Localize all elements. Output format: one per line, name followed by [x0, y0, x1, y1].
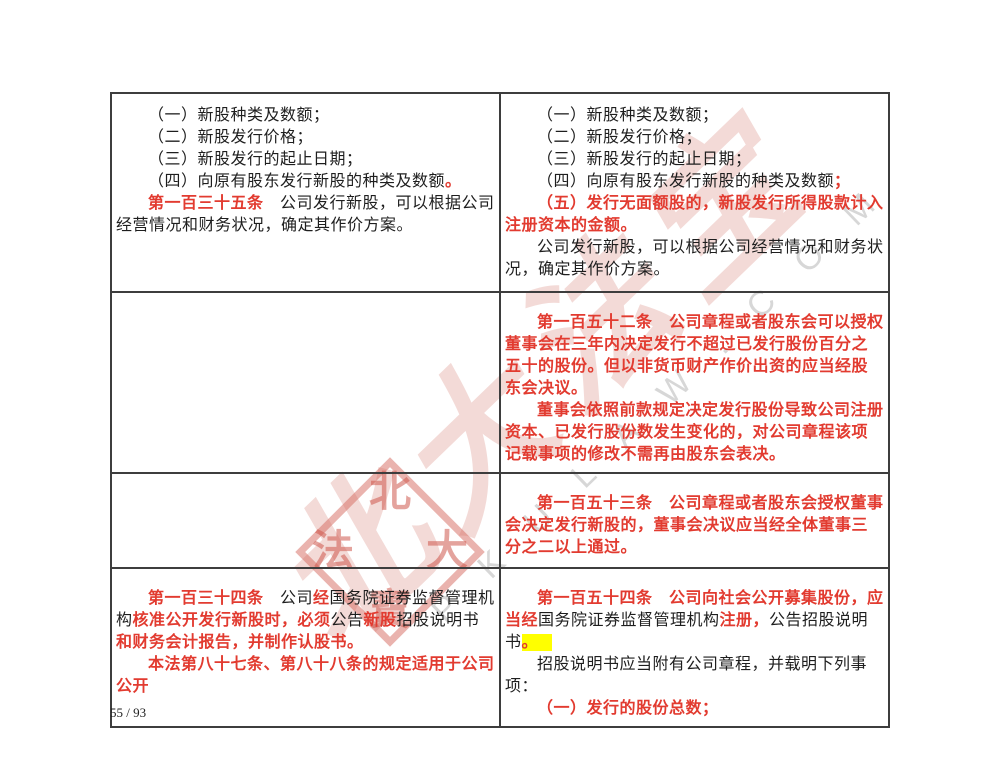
text-segment-red: （一）发行的股份总数；	[537, 700, 719, 717]
text-segment-red: 董事会依照前款规定决定发行股份导致公司注册资本、已发行股份数发生变化的，对公司章…	[505, 402, 884, 463]
text-segment-black: （四）向原有股东发行新股的种类及数额	[537, 173, 835, 190]
text-segment-red: 第一百五十四条 公司向社会公开募集股份，应当经	[505, 590, 884, 629]
paragraph: 招股说明书应当附有公司章程，并载明下列事项：	[505, 654, 884, 698]
paragraph: （二）新股发行价格；	[505, 127, 884, 149]
cell-row3-right: 第一百五十三条 公司章程或者股东会授权董事会决定发行新股的，董事会决议应当经全体…	[499, 472, 890, 569]
text-segment-black: （一）新股种类及数额；	[148, 107, 330, 124]
text-segment-red: （五）发行无面额股的，新股发行所得股款计入注册资本的金额。	[505, 195, 884, 234]
text-segment-red: 。	[445, 173, 462, 190]
text-segment-black: 公司发行新股，可以根据公司经营情况和财务状况，确定其作价方案。	[505, 239, 884, 278]
text-segment-black: 国务院证券监督管理机构	[116, 590, 495, 629]
law-comparison-table: （一）新股种类及数额； （二）新股发行价格； （三）新股发行的起止日期； （四）向原有…	[110, 92, 890, 728]
table-row-3: 第一百五十三条 公司章程或者股东会授权董事会决定发行新股的，董事会决议应当经全体…	[110, 472, 890, 569]
text-segment-red: ；	[834, 173, 851, 190]
paragraph: 第一百三十四条 公司经国务院证券监督管理机构核准公开发行新股时，必须公告新股招股…	[116, 588, 495, 654]
cell-row2-right: 第一百五十二条 公司章程或者股东会可以授权董事会在三年内决定发行不超过已发行股份…	[499, 291, 890, 474]
paragraph: 董事会依照前款规定决定发行股份导致公司注册资本、已发行股份数发生变化的，对公司章…	[505, 400, 884, 466]
cell-row4-right: 第一百五十四条 公司向社会公开募集股份，应当经国务院证券监督管理机构注册，公告招…	[499, 567, 890, 728]
text-segment-black: （一）新股种类及数额；	[537, 107, 719, 124]
paragraph: （三）新股发行的起止日期；	[116, 149, 495, 171]
text-segment-black: 公告	[330, 612, 364, 629]
table-row-2: 第一百五十二条 公司章程或者股东会可以授权董事会在三年内决定发行不超过已发行股份…	[110, 291, 890, 474]
text-segment-red: 第一百三十四条	[148, 590, 264, 607]
text-segment-black: 招股说明书	[396, 612, 480, 629]
table-row-1: （一）新股种类及数额； （二）新股发行价格； （三）新股发行的起止日期； （四）向原有…	[110, 92, 890, 293]
paragraph: （五）发行无面额股的，新股发行所得股款计入注册资本的金额。	[505, 193, 884, 237]
cell-row1-left: （一）新股种类及数额； （二）新股发行价格； （三）新股发行的起止日期； （四）向原有…	[110, 92, 501, 293]
text-segment-red: 注册，	[719, 612, 770, 629]
paragraph: 第一百五十二条 公司章程或者股东会可以授权董事会在三年内决定发行不超过已发行股份…	[505, 312, 884, 400]
page-number: 55 / 93	[110, 705, 147, 720]
text-segment-black: （三）新股发行的起止日期；	[148, 151, 363, 168]
paragraph: （二）新股发行价格；	[116, 127, 495, 149]
paragraph: （一）发行的股份总数；	[505, 698, 884, 720]
text-segment-black: 公告招股说明书	[505, 612, 869, 651]
cell-row4-left: 第一百三十四条 公司经国务院证券监督管理机构核准公开发行新股时，必须公告新股招股…	[110, 567, 501, 728]
paragraph: 本法第八十七条、第八十八条的规定适用于公司公开	[116, 654, 495, 698]
paragraph: （一）新股种类及数额；	[505, 105, 884, 127]
text-segment-red: 本法第八十七条、第八十八条的规定适用于公司公开	[116, 656, 495, 695]
text-segment-black: （三）新股发行的起止日期；	[537, 151, 752, 168]
paragraph: （四）向原有股东发行新股的种类及数额；	[505, 171, 884, 193]
text-segment-red: 经	[313, 590, 330, 607]
text-segment-black: （二）新股发行价格；	[537, 129, 703, 146]
text-segment-red: 新股	[363, 612, 397, 629]
text-segment-black: 招股说明书应当附有公司章程，并载明下列事项：	[505, 656, 868, 695]
text-segment-black: 国务院证券监督管理机构	[538, 612, 720, 629]
cell-row2-left	[110, 291, 501, 474]
paragraph: 公司发行新股，可以根据公司经营情况和财务状况，确定其作价方案。	[505, 237, 884, 281]
cell-row3-left	[110, 472, 501, 569]
text-segment-red: 核准公开发行新股时，必须	[132, 612, 331, 629]
text-segment-highlighted: 。	[521, 634, 553, 651]
paragraph: 第一百五十三条 公司章程或者股东会授权董事会决定发行新股的，董事会决议应当经全体…	[505, 493, 884, 559]
text-segment-black: （二）新股发行价格；	[148, 129, 314, 146]
text-segment-red: 第一百三十五条	[148, 195, 264, 212]
paragraph: 第一百五十四条 公司向社会公开募集股份，应当经国务院证券监督管理机构注册，公告招…	[505, 588, 884, 654]
paragraph: （四）向原有股东发行新股的种类及数额。	[116, 171, 495, 193]
text-segment-black: 公司	[263, 590, 314, 607]
table-row-4: 第一百三十四条 公司经国务院证券监督管理机构核准公开发行新股时，必须公告新股招股…	[110, 567, 890, 728]
text-segment-red: 第一百五十三条 公司章程或者股东会授权董事会决定发行新股的，董事会决议应当经全体…	[505, 495, 884, 556]
paragraph: （一）新股种类及数额；	[116, 105, 495, 127]
cell-row1-right: （一）新股种类及数额； （二）新股发行价格； （三）新股发行的起止日期； （四）向原有…	[499, 92, 890, 293]
paragraph: （三）新股发行的起止日期；	[505, 149, 884, 171]
paragraph: 第一百三十五条 公司发行新股，可以根据公司经营情况和财务状况，确定其作价方案。	[116, 193, 495, 237]
text-segment-black: （四）向原有股东发行新股的种类及数额	[148, 173, 446, 190]
text-segment-red: 第一百五十二条 公司章程或者股东会可以授权董事会在三年内决定发行不超过已发行股份…	[505, 314, 884, 397]
text-segment-black: 公司发行新股，可以根据公司经营情况和财务状况，确定其作价方案。	[116, 195, 495, 234]
text-segment-red: 和财务会计报告，并制作认股书。	[116, 634, 364, 651]
